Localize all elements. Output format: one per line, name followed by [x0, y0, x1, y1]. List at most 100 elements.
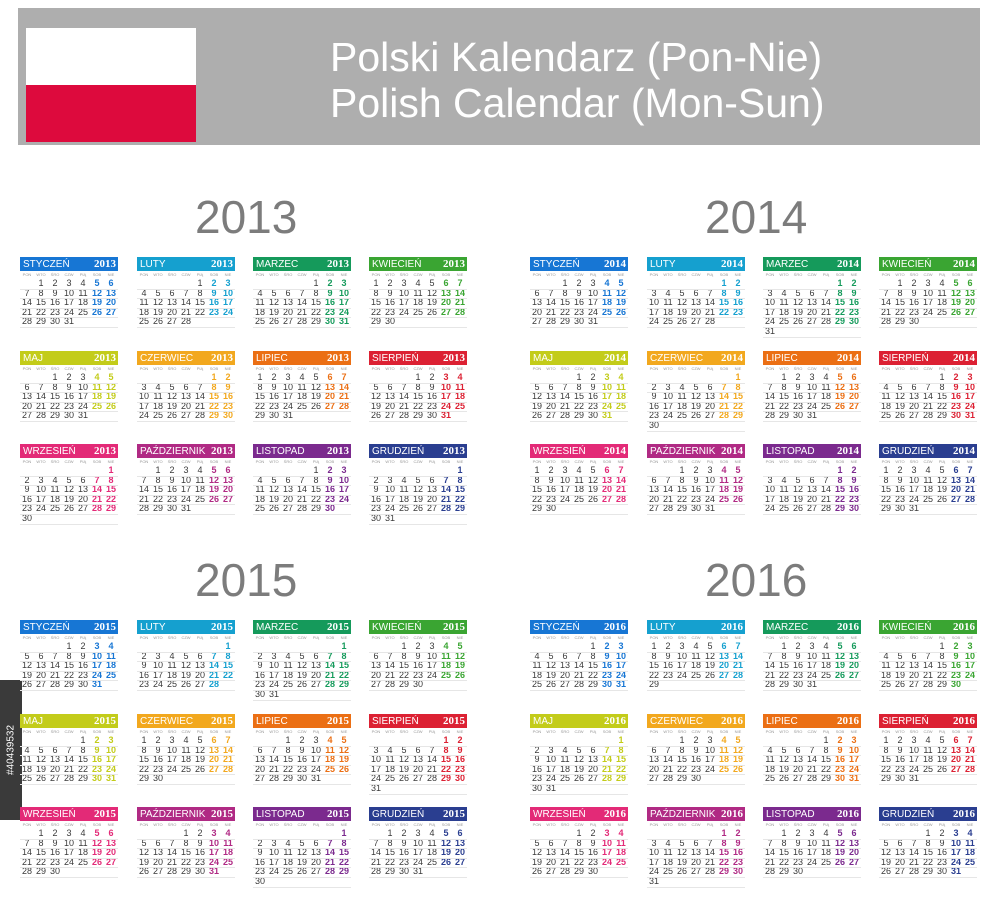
weekday-label: WTO [153, 729, 163, 734]
weekday-label: CZW [923, 635, 933, 640]
row-divider [647, 401, 745, 403]
row-divider [20, 651, 118, 653]
row-divider [530, 867, 628, 869]
day-cell: 18 [615, 391, 626, 402]
day-cell: 29 [180, 866, 191, 877]
weekday-label: PIĄ [79, 822, 87, 827]
day-cell: 1 [823, 735, 829, 745]
weekday-label: SOB [441, 729, 451, 734]
day-cell: 22 [138, 763, 149, 774]
day-cell: 13 [282, 297, 293, 308]
day-grid: 1 2 3 4 5 6 7 8 9 10 11 12 13 14 15 16 17 18 19 20 21 22 23 24 2… [137, 828, 235, 877]
month-name: MAJ [23, 715, 43, 727]
day-cell: 14 [764, 847, 775, 858]
day-cell: 29 [936, 410, 947, 421]
weekday-label: NIE [850, 459, 858, 464]
day-cell: 3 [967, 372, 973, 382]
day-cell: 15 [820, 754, 831, 765]
day-cell: 7 [52, 650, 58, 661]
day-cell: 15 [338, 847, 349, 858]
row-divider [137, 690, 235, 691]
day-cell: 18 [254, 493, 265, 504]
day-cell: 10 [105, 744, 116, 755]
row-divider [879, 774, 977, 776]
day-cell: 29 [936, 679, 947, 690]
day-cell: 29 [440, 773, 451, 784]
row-divider [530, 327, 628, 328]
day-cell: 20 [77, 493, 88, 504]
day-cell: 23 [732, 306, 743, 317]
day-cell: 20 [718, 660, 729, 671]
day-cell: 31 [77, 410, 88, 421]
day-cell: 16 [732, 847, 743, 858]
day-cell: 9 [257, 660, 263, 671]
row-divider [879, 475, 977, 477]
row-divider [763, 764, 861, 766]
weekday-label: PIĄ [706, 822, 714, 827]
day-cell: 18 [601, 297, 612, 308]
day-cell: 14 [704, 847, 715, 858]
day-cell: 13 [324, 381, 335, 392]
day-cell: 26 [91, 306, 102, 317]
weekday-label: PIĄ [312, 635, 320, 640]
day-cell: 19 [936, 754, 947, 765]
day-cell: 19 [21, 669, 32, 680]
day-cell: 23 [49, 856, 60, 867]
day-cell: 4 [257, 474, 263, 485]
day-cell: 12 [63, 484, 74, 495]
day-cell: 9 [299, 744, 305, 755]
day-cell: 14 [908, 847, 919, 858]
day-cell: 23 [324, 493, 335, 504]
day-cell: 7 [373, 837, 379, 848]
day-cell: 8 [257, 381, 263, 392]
day-cell: 26 [338, 763, 349, 774]
row-divider [137, 327, 235, 328]
day-cell: 18 [412, 297, 423, 308]
day-cell: 29 [573, 866, 584, 877]
day-cell: 13 [848, 381, 859, 392]
day-cell: 4 [24, 744, 30, 755]
day-cell: 27 [310, 866, 321, 877]
weekday-labels: PON WTO ŚRO CZW PIĄ SOB NIE [20, 366, 118, 372]
day-cell: 23 [384, 306, 395, 317]
day-cell: 20 [282, 493, 293, 504]
day-cell: 29 [310, 316, 321, 327]
row-divider [530, 382, 628, 384]
day-cell: 10 [268, 847, 279, 858]
day-cell: 27 [152, 866, 163, 877]
day-cell: 7 [967, 465, 973, 475]
weekday-label: SOB [325, 272, 335, 277]
day-cell: 19 [166, 400, 177, 411]
day-cell: 7 [735, 641, 741, 651]
day-cell: 11 [719, 474, 729, 485]
weekday-label: PIĄ [428, 729, 436, 734]
row-divider [253, 877, 351, 878]
day-cell: 27 [222, 493, 233, 504]
row-divider [763, 661, 861, 663]
day-cell: 24 [426, 669, 437, 680]
day-cell: 12 [834, 837, 845, 848]
row-divider [763, 857, 861, 859]
month-header: LUTY 2016 [647, 620, 745, 634]
day-cell: 7 [809, 744, 815, 755]
day-cell: 4 [415, 278, 421, 288]
row-divider [647, 848, 745, 850]
day-cell: 27 [426, 503, 437, 514]
row-divider [530, 421, 628, 422]
row-divider [253, 504, 351, 506]
day-cell: 26 [152, 316, 163, 327]
month-year: 2016 [953, 808, 975, 820]
day-cell: 22 [676, 763, 687, 774]
day-cell: 1 [415, 372, 421, 382]
day-cell: 22 [676, 493, 687, 504]
row-divider [647, 838, 745, 840]
day-cell: 23 [208, 306, 219, 317]
day-cell: 11 [139, 297, 149, 308]
day-cell: 25 [936, 306, 947, 317]
row-divider [137, 382, 235, 384]
month-year: 2013 [327, 445, 349, 457]
day-cell: 24 [35, 503, 46, 514]
row-divider [253, 298, 351, 300]
weekday-label: PON [532, 366, 542, 371]
day-cell: 2 [211, 278, 217, 288]
